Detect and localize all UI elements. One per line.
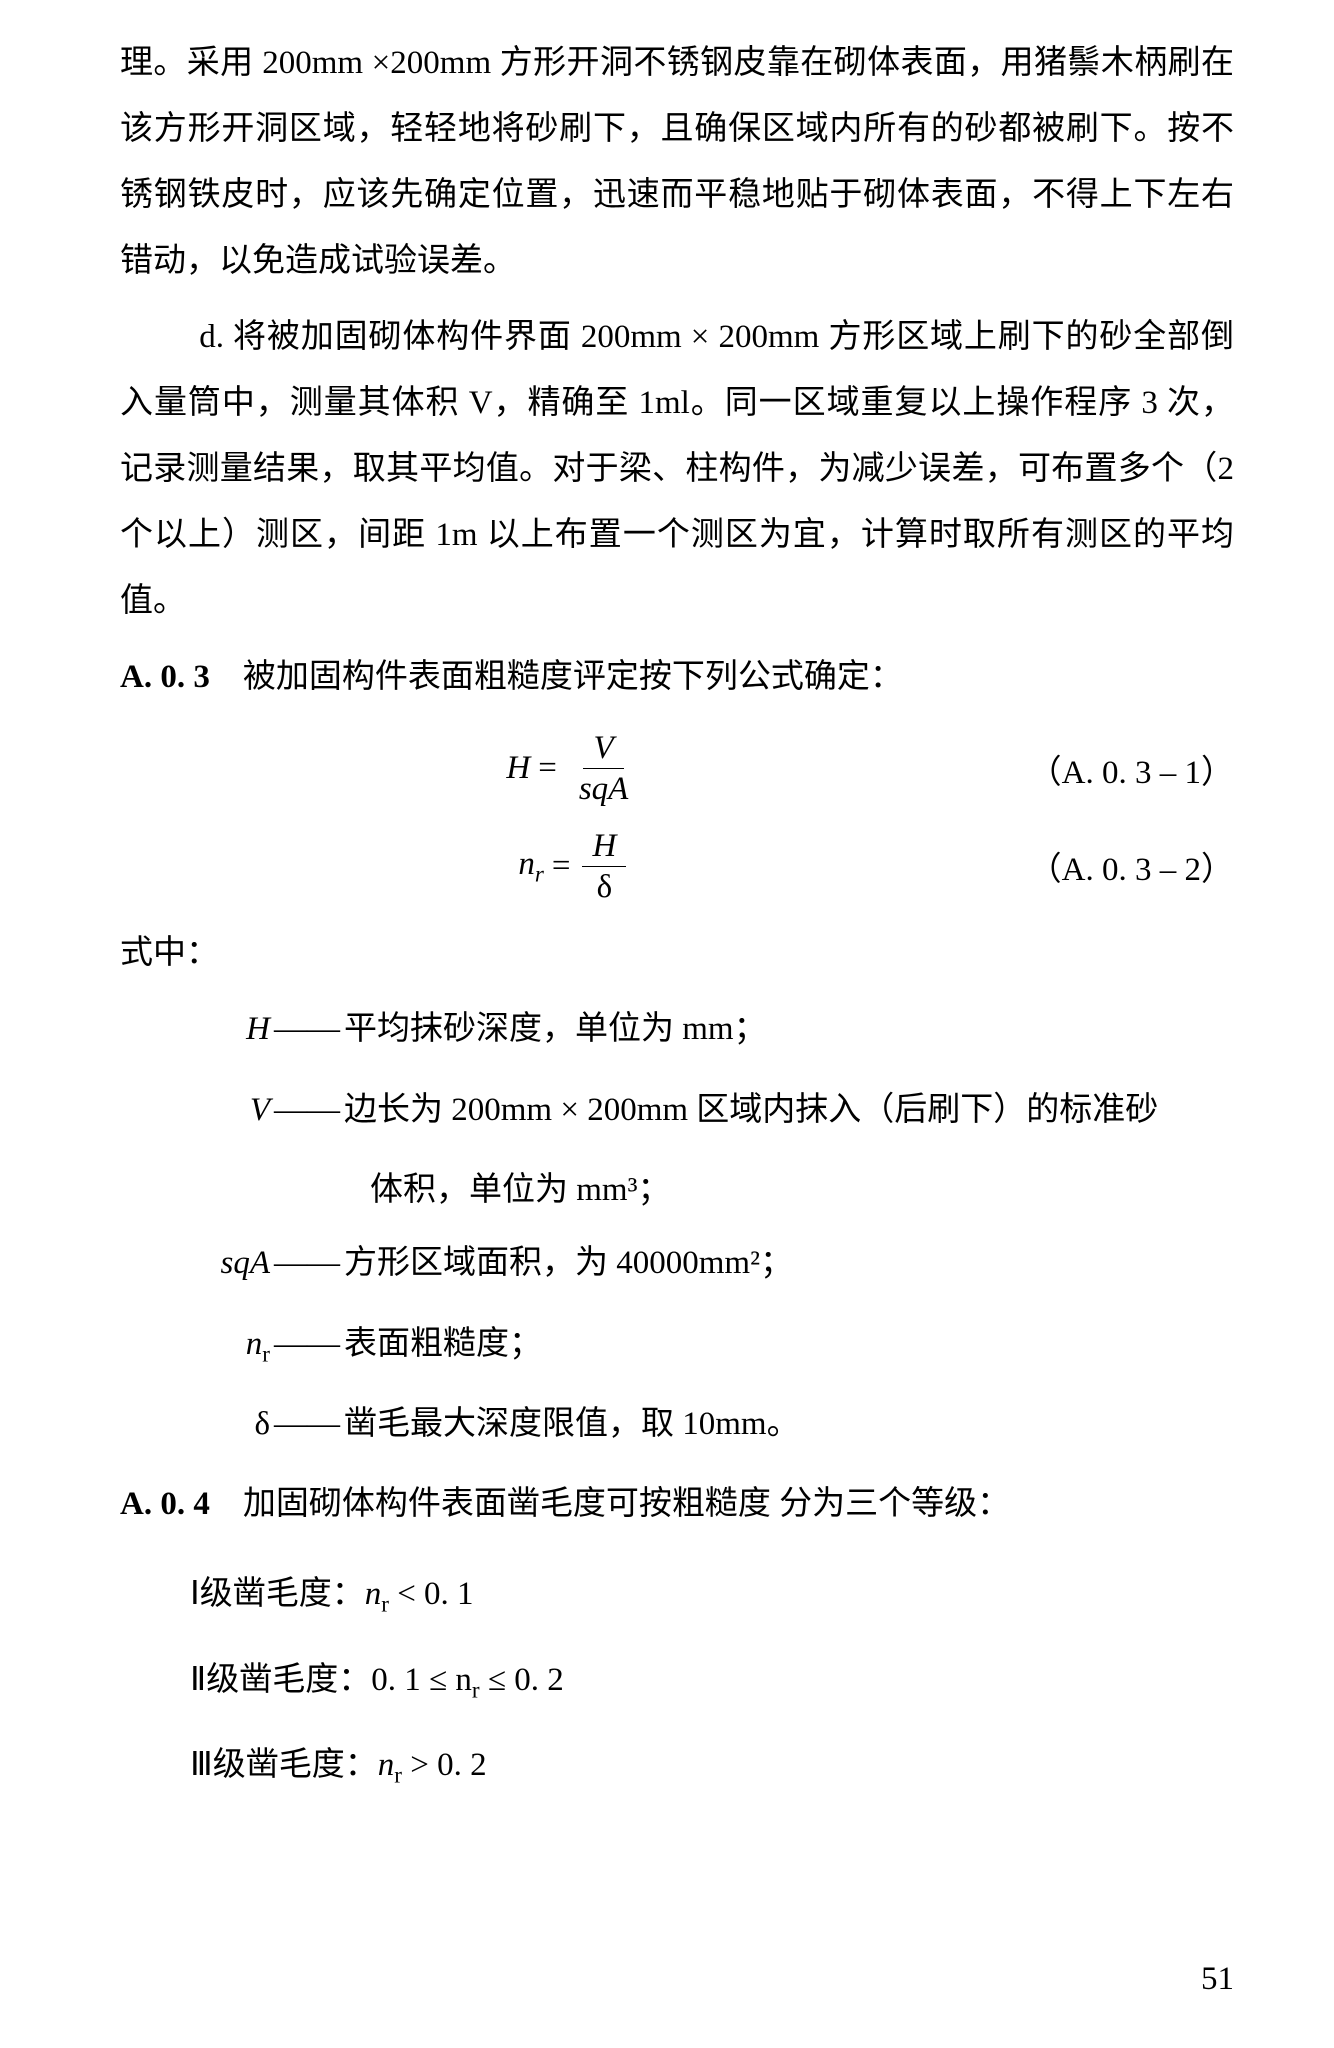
equation-1: H = V sqA （A. 0. 3 – 1） xyxy=(120,730,1234,808)
section-number-A04: A. 0. 4 xyxy=(120,1486,210,1522)
section-text-A03: 被加固构件表面粗糙度评定按下列公式确定： xyxy=(210,659,903,695)
grade-3: Ⅲ级凿毛度：nr > 0. 2 xyxy=(190,1723,1234,1809)
equation-2-label: （A. 0. 3 – 2） xyxy=(1029,842,1234,890)
equation-1-body: H = V sqA xyxy=(120,730,1029,808)
section-number-A03: A. 0. 3 xyxy=(120,659,210,695)
paragraph-1: 理。采用 200mm ×200mm 方形开洞不锈钢皮靠在砌体表面，用猪鬃木柄刷在… xyxy=(120,30,1234,294)
page-number: 51 xyxy=(1201,1961,1234,1998)
eq1-fraction: V sqA xyxy=(569,730,639,808)
definition-list: H —— 平均抹砂深度，单位为 mm； V —— 边长为 200mm × 200… xyxy=(190,993,1234,1461)
def-V-symbol: V xyxy=(190,1074,270,1147)
eq1-numerator: V xyxy=(583,730,623,769)
section-A03: A. 0. 3 被加固构件表面粗糙度评定按下列公式确定： xyxy=(120,644,1234,710)
equation-1-label: （A. 0. 3 – 1） xyxy=(1029,745,1234,793)
def-sqA-text: 方形区域面积，为 40000mm²； xyxy=(344,1227,1234,1300)
eq2-numerator: H xyxy=(582,828,626,867)
def-delta: δ —— 凿毛最大深度限值，取 10mm。 xyxy=(190,1388,1234,1461)
def-delta-text: 凿毛最大深度限值，取 10mm。 xyxy=(344,1388,1234,1461)
section-A04: A. 0. 4 加固砌体构件表面凿毛度可按粗糙度 分为三个等级： xyxy=(120,1471,1234,1537)
def-H-symbol: H xyxy=(190,993,270,1066)
eq2-fraction: H δ xyxy=(582,828,626,906)
paragraph-2: d. 将被加固砌体构件界面 200mm × 200mm 方形区域上刷下的砂全部倒… xyxy=(120,304,1234,634)
grade-list: Ⅰ级凿毛度：nr < 0. 1 Ⅱ级凿毛度：0. 1 ≤ nr ≤ 0. 2 Ⅲ… xyxy=(190,1552,1234,1809)
def-delta-symbol: δ xyxy=(190,1388,270,1461)
grade-2: Ⅱ级凿毛度：0. 1 ≤ nr ≤ 0. 2 xyxy=(190,1638,1234,1724)
def-sqA: sqA —— 方形区域面积，为 40000mm²； xyxy=(190,1227,1234,1300)
grade-1: Ⅰ级凿毛度：nr < 0. 1 xyxy=(190,1552,1234,1638)
def-H-text: 平均抹砂深度，单位为 mm； xyxy=(344,993,1234,1066)
where-label: 式中： xyxy=(120,925,1234,973)
eq1-lhs: H xyxy=(506,750,530,787)
def-V: V —— 边长为 200mm × 200mm 区域内抹入（后刷下）的标准砂 xyxy=(190,1074,1234,1147)
def-nr-text: 表面粗糙度； xyxy=(344,1308,1234,1381)
def-sqA-symbol: sqA xyxy=(190,1227,270,1300)
def-V-text2: 体积，单位为 mm³； xyxy=(370,1154,1234,1227)
def-V-text1: 边长为 200mm × 200mm 区域内抹入（后刷下）的标准砂 xyxy=(344,1074,1234,1147)
def-nr-symbol: nr xyxy=(190,1308,270,1381)
equation-2-body: nr = H δ xyxy=(120,828,1029,906)
eq2-lhs: nr xyxy=(518,846,544,888)
def-H: H —— 平均抹砂深度，单位为 mm； xyxy=(190,993,1234,1066)
equation-2: nr = H δ （A. 0. 3 – 2） xyxy=(120,828,1234,906)
def-nr: nr —— 表面粗糙度； xyxy=(190,1308,1234,1381)
eq2-denominator: δ xyxy=(587,867,623,905)
section-text-A04: 加固砌体构件表面凿毛度可按粗糙度 分为三个等级： xyxy=(210,1486,1010,1522)
eq1-denominator: sqA xyxy=(569,769,639,807)
